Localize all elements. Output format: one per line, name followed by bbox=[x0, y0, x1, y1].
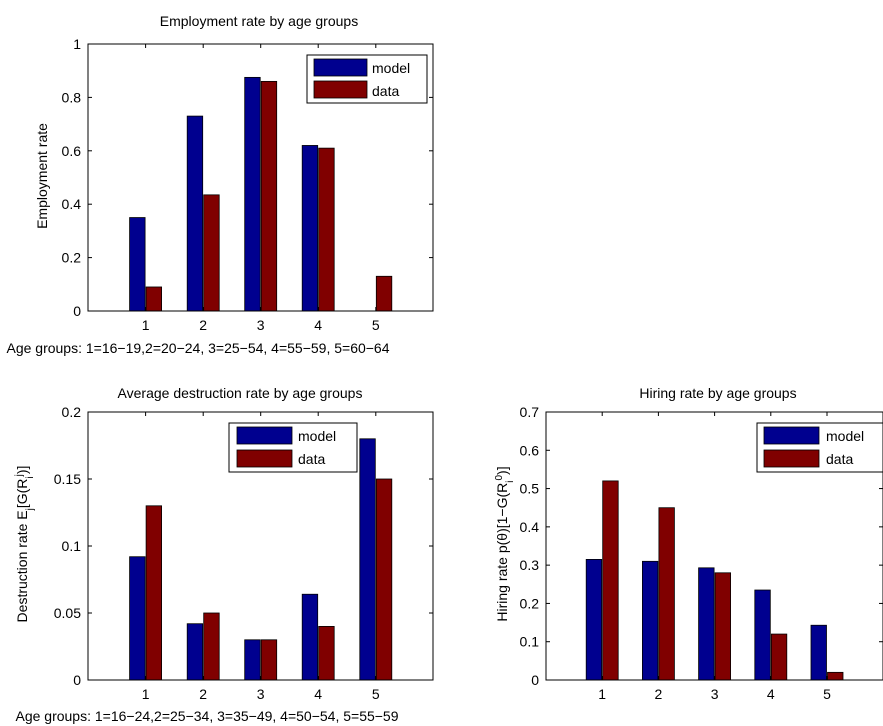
bar-data-2 bbox=[203, 612, 220, 681]
bar-model-1 bbox=[585, 559, 603, 681]
chart-title: Average destruction rate by age groups bbox=[118, 385, 363, 401]
legend-label-data: data bbox=[826, 451, 853, 467]
bar-data-5 bbox=[375, 275, 393, 312]
axes-border bbox=[87, 411, 434, 681]
bar-data-1 bbox=[602, 480, 619, 681]
legend-label-model: model bbox=[298, 428, 336, 444]
y-tick-label: 0 bbox=[531, 672, 539, 688]
bar-model-1 bbox=[129, 556, 146, 681]
legend-swatch-model bbox=[236, 426, 293, 445]
y-axis-label: Employment rate bbox=[34, 123, 50, 229]
bar-model-3 bbox=[244, 639, 261, 681]
bar-data-2 bbox=[203, 194, 220, 312]
bar-model-3 bbox=[244, 76, 261, 312]
bar-model-4 bbox=[754, 589, 771, 681]
x-tick-label: 1 bbox=[598, 686, 606, 702]
y-tick-label: 0 bbox=[73, 672, 81, 688]
y-tick-label: 0 bbox=[73, 303, 81, 319]
y-tick-label: 0.8 bbox=[62, 89, 82, 105]
y-tick-label: 0.4 bbox=[520, 519, 540, 535]
y-tick-label: 0.6 bbox=[62, 143, 82, 159]
y-tick-label: 0.15 bbox=[54, 471, 81, 487]
y-tick-label: 0.3 bbox=[520, 557, 540, 573]
legend: model data bbox=[228, 422, 358, 473]
x-tick-label: 4 bbox=[314, 686, 322, 702]
legend-swatch-model bbox=[763, 426, 820, 445]
legend-label-data: data bbox=[298, 451, 325, 467]
x-tick-label: 1 bbox=[142, 317, 150, 333]
plot-area: 0 0.1 0.2 0.3 0.4 0.5 0.6 0.7 1 2 3 4 5 bbox=[520, 404, 883, 702]
bar-model-4 bbox=[301, 593, 319, 681]
x-tick-label: 2 bbox=[655, 686, 663, 702]
bar-model-1 bbox=[129, 217, 146, 312]
bar-model-5 bbox=[810, 624, 827, 681]
bar-data-3 bbox=[714, 572, 731, 681]
chart-title: Hiring rate by age groups bbox=[639, 385, 796, 401]
legend-label-model: model bbox=[826, 428, 864, 444]
y-axis-label: Destruction rate Ej[G(Rij)] bbox=[14, 466, 36, 623]
bar-data-1 bbox=[145, 286, 163, 312]
axes-border bbox=[545, 411, 883, 681]
bar-model-3 bbox=[698, 567, 715, 681]
y-tick-label: 0.1 bbox=[62, 538, 82, 554]
bar-data-4 bbox=[318, 147, 335, 312]
bar-model-2 bbox=[186, 115, 204, 312]
bar-data-4 bbox=[770, 633, 788, 681]
legend-swatch-data bbox=[313, 80, 368, 99]
x-tick-label: 4 bbox=[767, 686, 775, 702]
bar-model-4 bbox=[301, 145, 319, 312]
x-tick-label: 5 bbox=[372, 686, 380, 702]
y-tick-label: 1 bbox=[73, 36, 81, 52]
legend-label-data: data bbox=[372, 83, 399, 99]
y-tick-label: 0.6 bbox=[520, 442, 540, 458]
x-tick-label: 2 bbox=[199, 317, 207, 333]
bar-data-3 bbox=[260, 639, 278, 681]
bar-data-5 bbox=[375, 478, 393, 681]
y-tick-label: 0.1 bbox=[520, 634, 540, 650]
y-axis-label-main: Destruction rate Ej[G(Rij)] bbox=[14, 466, 36, 623]
y-tick-label: 0.4 bbox=[62, 196, 82, 212]
y-tick-label: 0.2 bbox=[62, 250, 82, 266]
legend: model data bbox=[756, 422, 883, 473]
y-axis-label-main: Hiring rate p(θ)[1−G(Ri0)] bbox=[494, 466, 516, 621]
panel-destruction: Average destruction rate by age groups D… bbox=[14, 385, 434, 724]
x-tick-label: 3 bbox=[257, 317, 265, 333]
legend-swatch-model bbox=[313, 58, 368, 77]
panel-employment: Employment rate by age groups Employment… bbox=[6, 13, 434, 356]
y-axis-label: Hiring rate p(θ)[1−G(Ri0)] bbox=[494, 466, 516, 621]
x-axis-label: Age groups: 1=16−19,2=20−24, 3=25−54, 4=… bbox=[6, 340, 389, 356]
x-tick-label: 2 bbox=[199, 686, 207, 702]
y-tick-label: 0.2 bbox=[62, 404, 82, 420]
legend-swatch-data bbox=[763, 449, 820, 468]
axes-border bbox=[87, 43, 434, 312]
chart-title: Employment rate by age groups bbox=[160, 13, 358, 29]
y-tick-label: 0.5 bbox=[520, 481, 540, 497]
x-tick-label: 3 bbox=[257, 686, 265, 702]
y-tick-label: 0.7 bbox=[520, 404, 540, 420]
legend-label-model: model bbox=[372, 60, 410, 76]
bar-model-2 bbox=[186, 623, 204, 681]
bar-data-2 bbox=[658, 507, 675, 681]
y-tick-label: 0.05 bbox=[54, 605, 81, 621]
panel-hiring: Hiring rate by age groups Hiring rate p(… bbox=[494, 385, 883, 702]
x-tick-label: 4 bbox=[314, 317, 322, 333]
legend-swatch-data bbox=[236, 449, 293, 468]
legend: model data bbox=[306, 54, 428, 104]
bar-data-5 bbox=[827, 671, 844, 681]
x-tick-label: 5 bbox=[372, 317, 380, 333]
bar-data-1 bbox=[145, 505, 163, 681]
x-tick-label: 5 bbox=[823, 686, 831, 702]
bar-model-2 bbox=[642, 560, 659, 681]
bar-data-4 bbox=[318, 626, 335, 681]
x-tick-label: 1 bbox=[142, 686, 150, 702]
y-tick-label: 0.2 bbox=[520, 595, 540, 611]
x-tick-label: 3 bbox=[711, 686, 719, 702]
bar-model-5 bbox=[359, 438, 376, 681]
bar-data-3 bbox=[260, 80, 278, 312]
x-axis-label: Age groups: 1=16−24,2=25−34, 3=35−49, 4=… bbox=[15, 708, 398, 724]
